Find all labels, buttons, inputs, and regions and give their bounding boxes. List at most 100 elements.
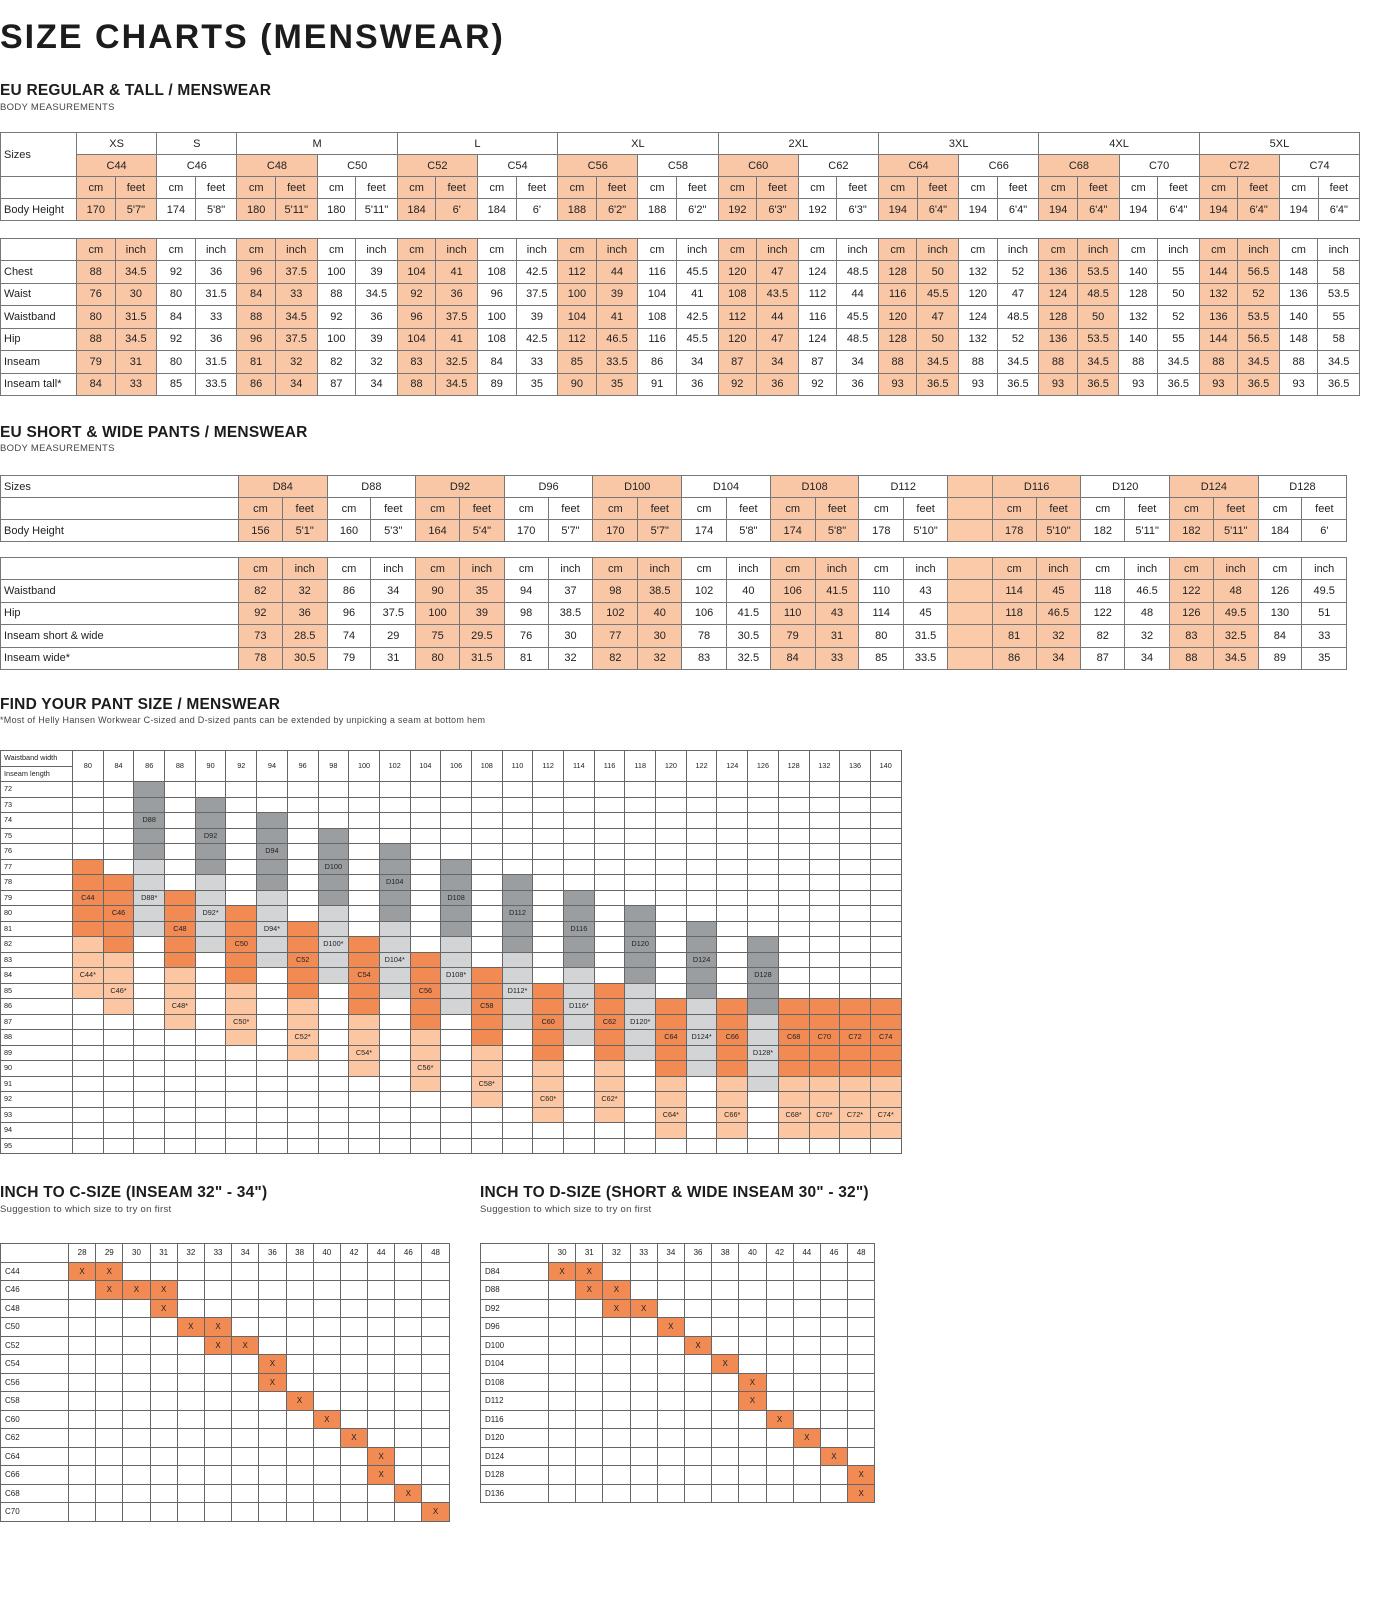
grid-cell (231, 1483, 260, 1503)
row-label: Hip (0, 601, 239, 625)
grid-cell (102, 1075, 135, 1092)
grid-cell (747, 874, 779, 891)
measure-value: 52 (1237, 282, 1280, 306)
measure-row: Inseam short & wide 73 28.5 74 29 75 29.5 76 30 7… (0, 624, 1348, 648)
grid-cell (738, 1409, 767, 1429)
size-zone-label: C44* (72, 967, 104, 984)
waist-value: 136 (839, 750, 871, 782)
grid-cell (339, 1446, 369, 1466)
grid-cell (777, 1060, 810, 1077)
grid-cell (231, 1261, 260, 1281)
grid-cell (655, 889, 687, 906)
unit-label: cm (991, 557, 1037, 580)
grid-cell (348, 920, 380, 937)
measure-value: 116 (637, 327, 677, 351)
measure-value: 52 (996, 327, 1040, 351)
size-zone-label: D120* (624, 1013, 657, 1030)
grid-cell (256, 874, 288, 891)
grid-cell (624, 874, 657, 891)
grid-cell (593, 967, 626, 984)
measure-value: 56.5 (1237, 327, 1280, 351)
grid-cell (67, 1391, 97, 1411)
measure-value: 128 (877, 327, 918, 351)
grid-cell (777, 781, 810, 798)
measure-value: 88 (76, 260, 116, 284)
size-zone-label: C62* (593, 1091, 626, 1108)
grid-cell (792, 1261, 821, 1281)
size-label: D112 (480, 1391, 549, 1411)
grid-cell (256, 1091, 288, 1108)
waist-value: 92 (225, 750, 258, 782)
height-value: 192 (717, 198, 758, 221)
measure-value: 34.5 (1076, 350, 1120, 374)
grid-cell (286, 920, 319, 937)
measure-value: 100 (316, 260, 357, 284)
grid-cell (839, 1013, 871, 1030)
grid-cell (133, 1075, 166, 1092)
grid-cell (839, 812, 871, 829)
unit-label: inch (274, 238, 318, 261)
measure-value: 32 (281, 579, 328, 603)
size-code: C72 (1198, 154, 1280, 177)
measure-value: 36 (194, 260, 238, 284)
grid-cell (738, 1280, 767, 1300)
inch-row: D136 X (480, 1483, 876, 1503)
grid-cell (683, 1428, 713, 1448)
grid-cell (624, 858, 657, 875)
grid-cell (547, 1446, 577, 1466)
grid-cell (563, 1029, 595, 1046)
grid-cell (421, 1372, 450, 1392)
waist-value: 132 (808, 750, 841, 782)
unit-label: cm (592, 497, 639, 520)
row-label: Hip (0, 327, 77, 351)
grid-cell (501, 796, 534, 813)
measure-value: 82 (592, 646, 639, 670)
unit-label: cm (76, 238, 116, 261)
unit-row: cm feet cm feet cm feet cm feet cm feet cm feet cm fe… (0, 176, 1361, 199)
grid-cell (133, 1029, 166, 1046)
grid-cell (656, 1354, 685, 1374)
grid-cell (256, 889, 288, 906)
measure-value: 41.5 (814, 579, 860, 603)
size-group: 5XL (1198, 132, 1361, 155)
grid-cell (711, 1465, 740, 1485)
grid-cell (225, 998, 258, 1015)
grid-cell (102, 967, 135, 984)
grid-cell (409, 858, 442, 875)
size-zone-label: C54 (348, 967, 380, 984)
grid-cell (808, 874, 841, 891)
grid-cell (367, 1280, 396, 1300)
grid-cell (839, 1122, 871, 1139)
measure-value: 36.5 (1237, 372, 1280, 396)
inch-row: C50 X X (0, 1317, 450, 1337)
grid-cell (629, 1280, 658, 1300)
unit-row: cm feet cm feet cm feet cm feet cm feet cm feet cm fe… (0, 497, 1348, 520)
grid-cell (685, 1075, 718, 1092)
grid-cell (624, 781, 657, 798)
unit-label: cm (415, 497, 460, 520)
grid-cell (655, 936, 687, 953)
grid-cell (602, 1409, 631, 1429)
grid-cell (440, 796, 472, 813)
fit-mark: X (367, 1446, 396, 1466)
height-value: 6' (1301, 519, 1348, 542)
unit-label: cm (797, 238, 838, 261)
measure-value: 98 (592, 579, 639, 603)
measure-value: 36 (756, 372, 799, 396)
inch-row: D108 X (480, 1372, 876, 1392)
unit-label: cm (1080, 557, 1126, 580)
measure-value: 33 (114, 372, 158, 396)
grid-cell (575, 1317, 604, 1337)
grid-cell (685, 982, 718, 999)
grid-cell (685, 874, 718, 891)
unit-label: cm (316, 238, 357, 261)
inseam-value: 75 (0, 827, 73, 844)
grid-cell (629, 1465, 658, 1485)
measure-value: 36 (675, 372, 719, 396)
grid-cell (470, 1029, 503, 1046)
measure-value: 110 (769, 601, 816, 625)
grid-cell (470, 920, 503, 937)
size-group-row: Sizes XS S M L XL 2XL 3XL 4XL 5XL (0, 132, 1361, 177)
grid-cell (194, 1044, 227, 1061)
eu-short-subheading: BODY MEASUREMENTS (0, 443, 115, 454)
